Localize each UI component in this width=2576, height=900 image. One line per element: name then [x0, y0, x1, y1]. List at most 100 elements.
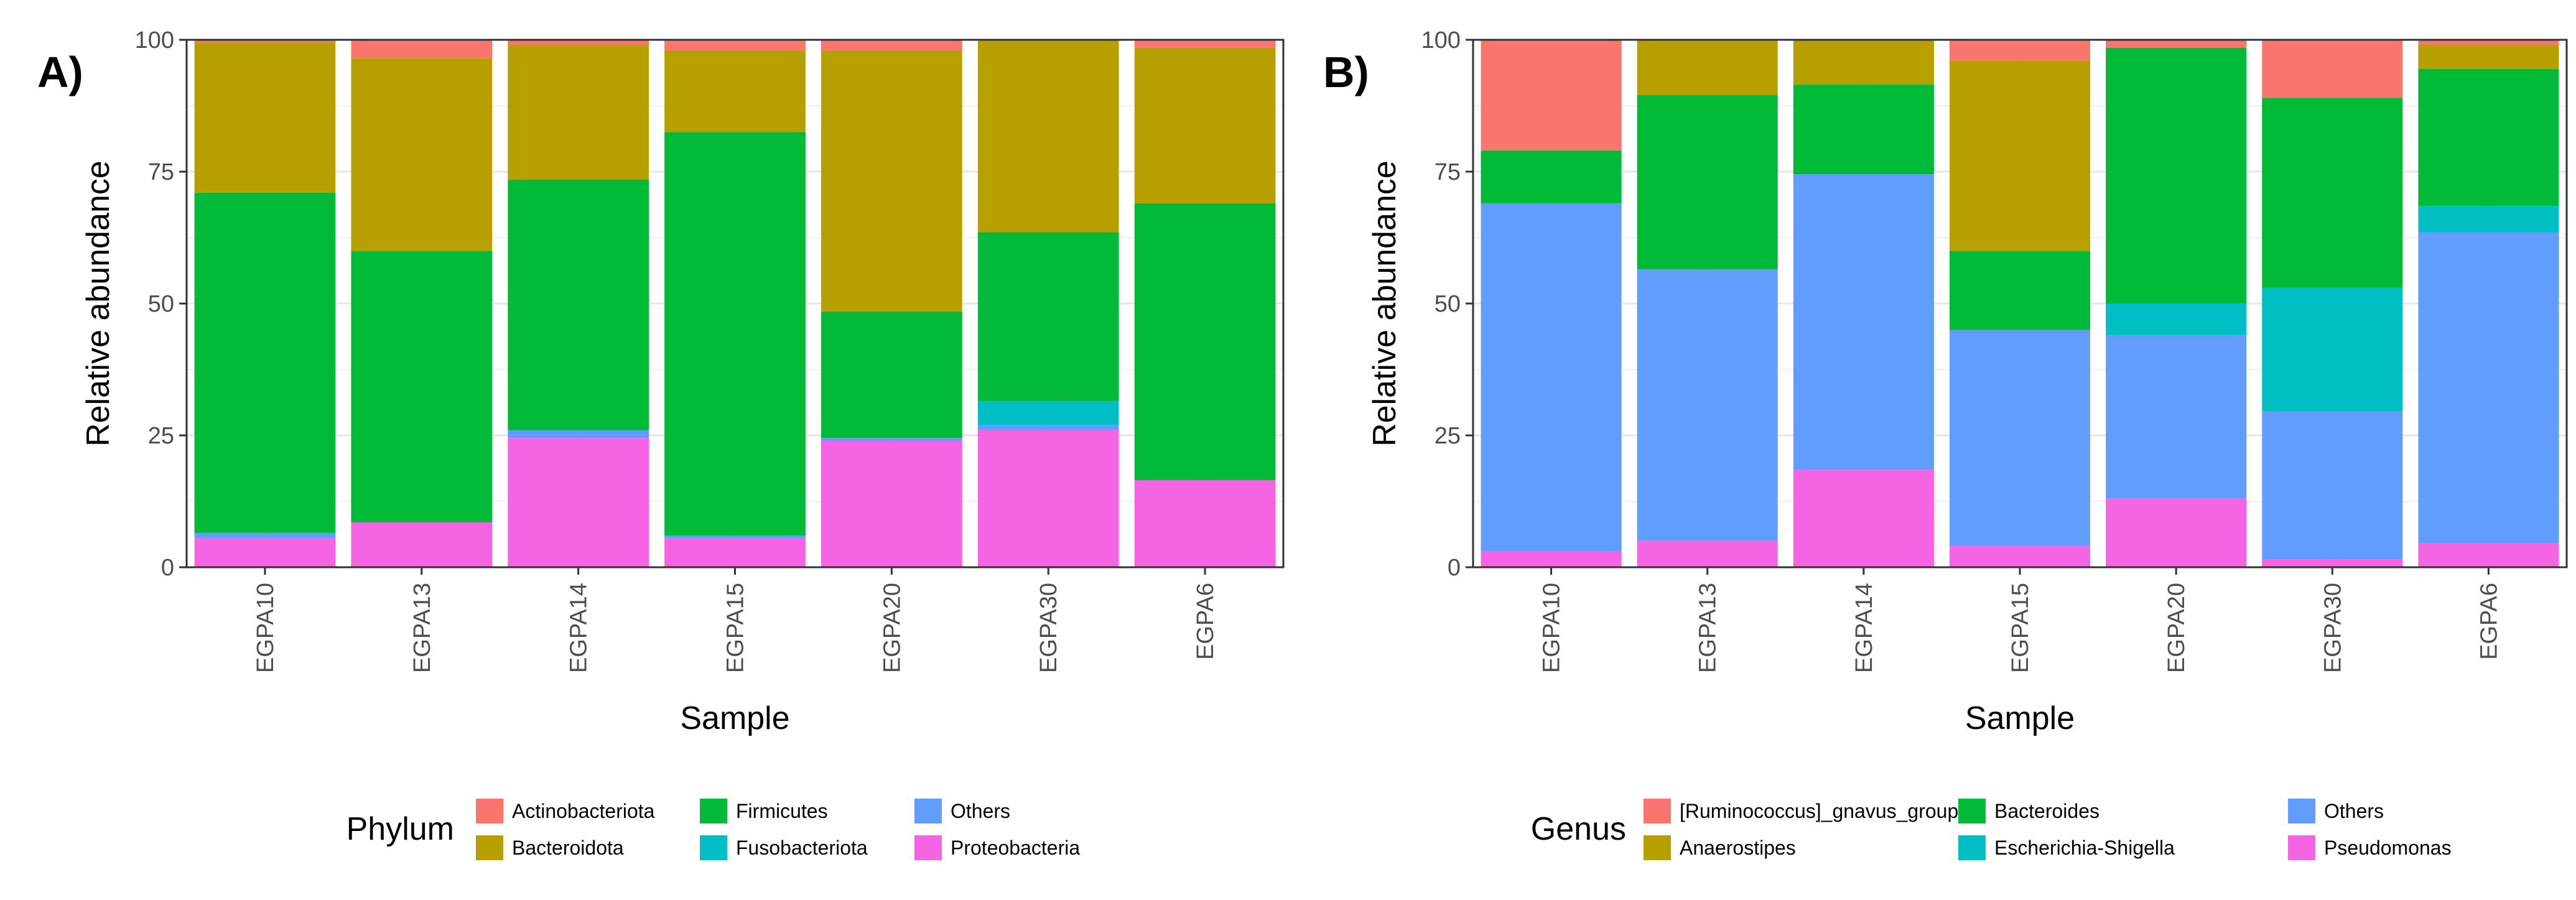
bar-pseudomonas-egpa6	[2418, 543, 2559, 567]
bar-bacteroidota-egpa15	[664, 50, 806, 132]
legend-item: Firmicutes	[700, 799, 828, 823]
bar-bacteroidota-egpa20	[821, 50, 962, 312]
legend-swatch	[1644, 835, 1671, 860]
bar-others-egpa30	[977, 425, 1119, 430]
bar-others-egpa10	[194, 532, 336, 539]
x-tick-label: EGPA10	[253, 583, 279, 673]
bar-proteobacteria-egpa6	[1134, 480, 1276, 567]
y-tick-label: 100	[1421, 27, 1461, 53]
bar-anaerostipes-egpa13	[1637, 40, 1778, 96]
bar-firmicutes-egpa20	[821, 311, 962, 438]
x-tick-label: EGPA13	[1695, 583, 1721, 673]
bar-firmicutes-egpa30	[977, 232, 1119, 401]
bar-others-egpa15	[664, 536, 806, 539]
legend: Phylum Actinobacteriota Bacteroidota Firmic…	[346, 799, 1080, 860]
bar-others-egpa20	[2106, 335, 2247, 499]
legend-label: Others	[951, 800, 1010, 822]
bar-actinobacteriota-egpa6	[1134, 40, 1276, 48]
bar-bacteroides-egpa13	[1637, 95, 1778, 269]
bar-pseudomonas-egpa13	[1637, 540, 1778, 567]
legend-swatch	[476, 799, 503, 823]
legend-swatch	[2288, 799, 2315, 823]
bar-actinobacteriota-egpa15	[664, 40, 806, 50]
x-tick-label: EGPA15	[723, 583, 749, 673]
bar-series-group	[194, 40, 1276, 567]
bar-pseudomonas-egpa10	[1481, 551, 1622, 567]
bar-bacteroides-egpa20	[2106, 47, 2247, 304]
bar-bacteroides-egpa30	[2262, 98, 2403, 288]
legend-label: Proteobacteria	[951, 837, 1080, 859]
legend-item: Escherichia-Shigella	[1958, 835, 2175, 860]
y-tick-label: 0	[1448, 555, 1461, 581]
bar-firmicutes-egpa15	[664, 132, 806, 536]
panel-a-phylum-chart: A) 0 25 50 75 100 EGPA10 EGPA13 EGPA14 EGPA15 EGPA…	[37, 27, 1285, 860]
bar-bacteroidota-egpa6	[1134, 47, 1276, 203]
bar-bacteroidota-egpa10	[194, 42, 336, 193]
bar-others-egpa14	[508, 430, 649, 438]
legend-label: Escherichia-Shigella	[1994, 837, 2175, 859]
bar-pseudomonas-egpa15	[1949, 546, 2091, 567]
panel-b-genus-chart: B) 0 25 50 75 100 EGPA10 EGPA13 EGPA14 EGPA15 EGPA…	[1323, 27, 2568, 860]
legend-label: Pseudomonas	[2324, 837, 2452, 859]
bar-firmicutes-egpa10	[194, 192, 336, 533]
bar-ruminococcus-gnavus-group-egpa30	[2262, 40, 2403, 98]
bar-bacteroidota-egpa13	[351, 58, 493, 251]
y-tick-label: 25	[1434, 423, 1461, 449]
legend-swatch	[476, 835, 503, 860]
legend-item: Bacteroides	[1958, 799, 2099, 823]
bar-escherichia-shigella-egpa30	[2262, 287, 2403, 412]
bar-pseudomonas-egpa14	[1793, 470, 1934, 567]
legend-title: Phylum	[346, 811, 454, 847]
bar-others-egpa14	[1793, 174, 1934, 470]
legend-swatch	[2288, 835, 2315, 860]
bar-actinobacteriota-egpa13	[351, 40, 493, 58]
panel-label: B)	[1323, 48, 1369, 96]
legend-item: Others	[914, 799, 1010, 823]
x-tick-label: EGPA20	[879, 583, 905, 673]
legend-label: Actinobacteriota	[512, 800, 655, 822]
bar-bacteroides-egpa6	[2418, 68, 2559, 206]
bar-bacteroides-egpa15	[1949, 251, 2091, 330]
legend-swatch	[1958, 799, 1986, 823]
bar-others-egpa13	[1637, 269, 1778, 541]
bar-firmicutes-egpa13	[351, 251, 493, 522]
bar-anaerostipes-egpa14	[1793, 40, 1934, 85]
y-tick-label: 100	[135, 27, 174, 53]
y-tick-label: 75	[148, 159, 174, 185]
bar-proteobacteria-egpa10	[194, 538, 336, 567]
legend-item: Anaerostipes	[1644, 835, 1796, 860]
x-axis-title: Sample	[680, 700, 789, 736]
bar-proteobacteria-egpa14	[508, 438, 649, 567]
bar-others-egpa20	[821, 438, 962, 441]
y-tick-label: 0	[161, 555, 174, 581]
legend-item: Others	[2288, 799, 2384, 823]
bar-bacteroides-egpa10	[1481, 151, 1622, 203]
legend-swatch	[700, 835, 727, 860]
legend: Genus [Ruminococcus]_gnavus_group Anaerost…	[1531, 799, 2452, 860]
x-tick-label: EGPA13	[409, 583, 435, 673]
bar-pseudomonas-egpa20	[2106, 498, 2247, 567]
y-tick-label: 25	[148, 423, 174, 449]
x-tick-label: EGPA6	[1193, 583, 1219, 660]
bar-proteobacteria-egpa30	[977, 430, 1119, 567]
bar-bacteroidota-egpa30	[977, 40, 1119, 233]
legend-label: Bacteroidota	[512, 837, 624, 859]
bar-ruminococcus-gnavus-group-egpa20	[2106, 40, 2247, 48]
legend-item: Bacteroidota	[476, 835, 624, 860]
bar-firmicutes-egpa14	[508, 179, 649, 430]
legend-item: Fusobacteriota	[700, 835, 868, 860]
x-tick-label: EGPA30	[2320, 583, 2346, 673]
bar-firmicutes-egpa6	[1134, 203, 1276, 481]
legend-item: [Ruminococcus]_gnavus_group	[1644, 799, 1958, 823]
x-tick-label: EGPA10	[1539, 583, 1565, 673]
x-tick-label: EGPA6	[2476, 583, 2502, 660]
bar-actinobacteriota-egpa10	[194, 40, 336, 43]
legend-swatch	[914, 835, 942, 860]
legend-label: [Ruminococcus]_gnavus_group	[1680, 800, 1958, 822]
bar-others-egpa30	[2262, 411, 2403, 560]
y-axis-title: Relative abundance	[1367, 160, 1403, 447]
bar-pseudomonas-egpa30	[2262, 559, 2403, 567]
legend-label: Bacteroides	[1994, 800, 2099, 822]
bar-fusobacteriota-egpa30	[977, 401, 1119, 425]
